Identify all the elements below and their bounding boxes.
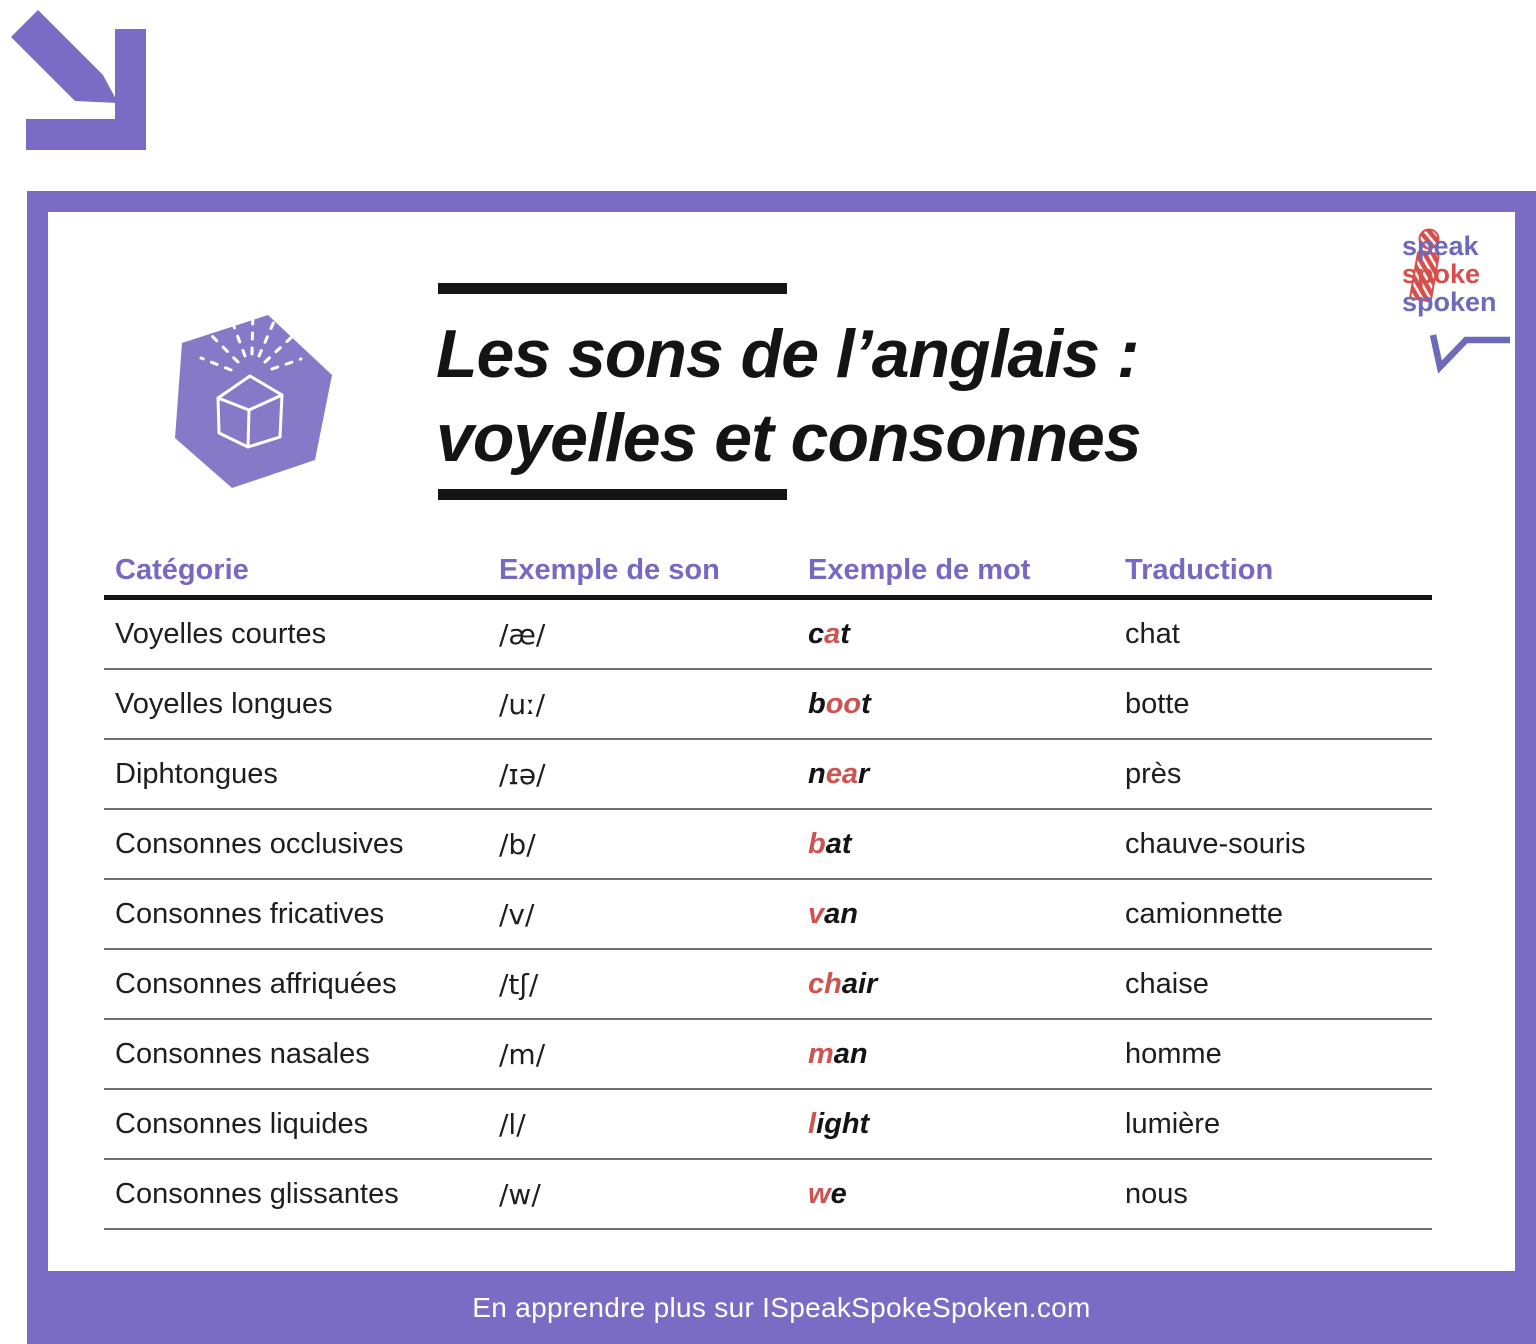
table-row: Diphtongues /ɪə/ near près xyxy=(104,740,1432,810)
word-cell: cat xyxy=(797,618,1114,651)
page-title: Les sons de l’anglais : voyelles et cons… xyxy=(436,312,1336,480)
table-row: Consonnes liquides /l/ light lumière xyxy=(104,1090,1432,1160)
word-highlight: b xyxy=(808,827,826,860)
footer-text: En apprendre plus sur ISpeakSpokeSpoken.… xyxy=(472,1291,1091,1323)
footer-band: En apprendre plus sur ISpeakSpokeSpoken.… xyxy=(27,1271,1536,1344)
word-post: e xyxy=(830,1177,847,1210)
translation-cell: lumière xyxy=(1125,1107,1221,1140)
page-title-line1: Les sons de l’anglais : xyxy=(436,316,1140,392)
word-post: an xyxy=(833,1037,868,1070)
header-cell-sound: Exemple de son xyxy=(499,553,720,586)
header-cell-translation: Traduction xyxy=(1125,553,1274,586)
sound-cell: /uː/ xyxy=(499,687,546,721)
translation-cell: chaise xyxy=(1125,967,1209,1000)
brand-logo-i-icon xyxy=(1409,228,1510,374)
translation-cell: chat xyxy=(1125,617,1180,650)
word-post: t xyxy=(840,617,850,650)
logo-word-spoken: spoken xyxy=(1402,287,1497,317)
title-rule-top xyxy=(438,283,787,294)
word-cell: we xyxy=(797,1178,1114,1211)
content-panel: Les sons de l’anglais : voyelles et cons… xyxy=(48,212,1515,1271)
table-row: Consonnes nasales /m/ man homme xyxy=(104,1020,1432,1090)
down-right-arrow-icon xyxy=(11,10,146,150)
logo-speech-tail-icon xyxy=(1429,334,1510,374)
sound-cell: /æ/ xyxy=(499,617,546,651)
page-title-line2: voyelles et consonnes xyxy=(436,400,1142,476)
table-body: Voyelles courtes /æ/ cat chat Voyelles l… xyxy=(104,600,1432,1230)
table-row: Consonnes affriquées /tʃ/ chair chaise xyxy=(104,950,1432,1020)
word-cell: bat xyxy=(797,828,1114,861)
word-cell: near xyxy=(797,758,1114,791)
category-cell: Voyelles courtes xyxy=(115,617,327,650)
phonetics-table: Catégorie Exemple de son Exemple de mot … xyxy=(104,545,1432,1230)
sound-cell: /m/ xyxy=(499,1037,546,1071)
table-row: Consonnes occlusives /b/ bat chauve-sour… xyxy=(104,810,1432,880)
word-cell: chair xyxy=(797,968,1114,1001)
word-pre: b xyxy=(808,687,826,720)
word-highlight: ch xyxy=(808,967,842,1000)
word-highlight: ea xyxy=(825,757,858,790)
word-post: ight xyxy=(816,1107,870,1140)
poster-frame: Les sons de l’anglais : voyelles et cons… xyxy=(27,191,1536,1344)
translation-cell: botte xyxy=(1125,687,1190,720)
title-rule-bottom xyxy=(438,489,787,500)
logo-word-spoke: spoke xyxy=(1402,259,1481,289)
word-highlight: oo xyxy=(825,687,862,720)
sound-cell: /ɪə/ xyxy=(499,757,546,791)
word-cell: light xyxy=(797,1108,1114,1141)
sparkle-box-icon xyxy=(175,307,332,488)
word-cell: boot xyxy=(797,688,1114,721)
word-cell: van xyxy=(797,898,1114,931)
logo-word-speak: speak xyxy=(1402,231,1479,261)
table-row: Voyelles longues /uː/ boot botte xyxy=(104,670,1432,740)
category-cell: Consonnes occlusives xyxy=(115,827,404,860)
sound-cell: /l/ xyxy=(499,1107,526,1141)
word-cell: man xyxy=(797,1038,1114,1071)
sound-cell: /tʃ/ xyxy=(499,967,539,1001)
category-cell: Consonnes nasales xyxy=(115,1037,370,1070)
sound-cell: /b/ xyxy=(499,827,536,861)
table-row: Consonnes glissantes /w/ we nous xyxy=(104,1160,1432,1230)
word-highlight: m xyxy=(808,1037,834,1070)
word-highlight: v xyxy=(808,897,825,930)
table-header-row: Catégorie Exemple de son Exemple de mot … xyxy=(104,545,1432,600)
sound-cell: /v/ xyxy=(499,897,535,931)
header-cell-category: Catégorie xyxy=(115,553,249,586)
word-highlight: a xyxy=(824,617,841,650)
word-post: r xyxy=(857,757,870,790)
word-highlight: w xyxy=(808,1177,831,1210)
word-post: at xyxy=(825,827,852,860)
word-post: t xyxy=(861,687,871,720)
word-highlight: l xyxy=(808,1107,817,1140)
word-post: air xyxy=(841,967,878,1000)
sound-cell: /w/ xyxy=(499,1177,541,1211)
category-cell: Consonnes glissantes xyxy=(115,1177,399,1210)
table-row: Consonnes fricatives /v/ van camionnette xyxy=(104,880,1432,950)
category-cell: Consonnes fricatives xyxy=(115,897,385,930)
translation-cell: près xyxy=(1125,757,1182,790)
header-cell-word: Exemple de mot xyxy=(808,553,1031,586)
translation-cell: chauve-souris xyxy=(1125,827,1306,860)
translation-cell: nous xyxy=(1125,1177,1188,1210)
category-cell: Diphtongues xyxy=(115,757,278,790)
translation-cell: homme xyxy=(1125,1037,1222,1070)
category-cell: Voyelles longues xyxy=(115,687,333,720)
category-cell: Consonnes liquides xyxy=(115,1107,369,1140)
category-cell: Consonnes affriquées xyxy=(115,967,397,1000)
word-pre: c xyxy=(808,617,825,650)
translation-cell: camionnette xyxy=(1125,897,1283,930)
word-pre: n xyxy=(808,757,826,790)
table-row: Voyelles courtes /æ/ cat chat xyxy=(104,600,1432,670)
word-post: an xyxy=(824,897,858,930)
